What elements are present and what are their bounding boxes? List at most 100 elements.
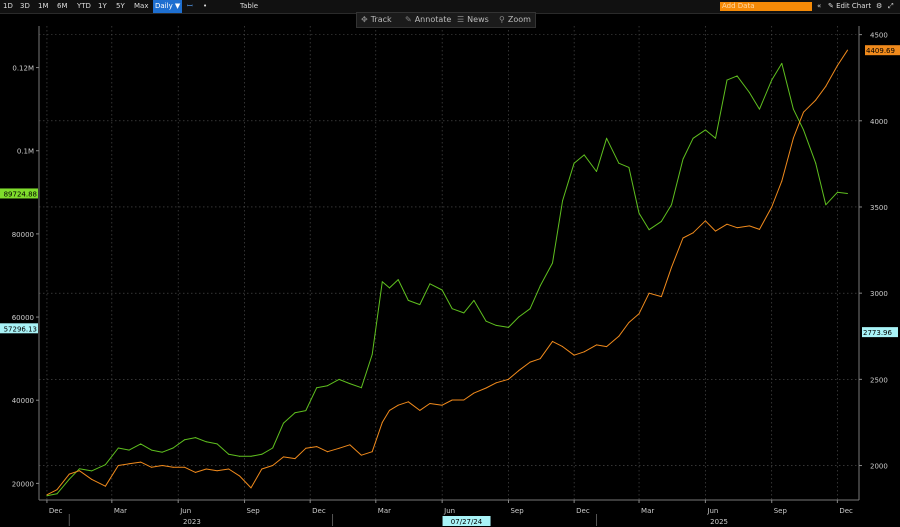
orange-series-point [429,402,431,404]
chart-style-icon[interactable]: ꟷ [187,2,193,10]
orange-series-point [194,471,196,473]
right-tick-label: 3000 [870,290,888,298]
table-button[interactable]: Table [240,2,259,10]
right-tick-label: 4000 [870,118,888,126]
left-crosshair-label-text: 57296.13 [4,325,37,333]
pencil-icon: ✎ [405,15,412,24]
zoom-button[interactable]: ⚲ Zoom [499,15,531,24]
green-series-point [68,478,70,480]
green-series-point [573,162,575,164]
orange-series-point [736,227,738,229]
track-button[interactable]: ✥ Track [361,15,392,24]
orange-series-point [836,65,838,67]
chart-axes: Dec Mar Jun Sep Dec Mar Jun Sep Dec Mar Jun Sep Dec 2… [0,26,900,526]
settings-icon[interactable]: ⚙ [876,2,883,10]
range-1y-button[interactable]: 1Y [98,2,107,10]
green-last-value-label: 89724.88 [0,188,38,199]
orange-series-point [551,340,553,342]
range-5y-button[interactable]: 5Y [116,2,125,10]
frequency-dropdown[interactable]: Daily ▼ [153,0,183,13]
green-series-point [451,308,453,310]
orange-series-point [815,99,817,101]
orange-series-point [562,346,564,348]
green-series-point [618,162,620,164]
green-series-point [648,229,650,231]
orange-series-point [294,458,296,460]
green-series-point [781,62,783,64]
orange-series-point [726,223,728,225]
range-1m-button[interactable]: 1M [38,2,49,10]
green-series-point [407,299,409,301]
expand-icon[interactable]: ⤢ [888,2,894,10]
green-series-point [825,204,827,206]
crosshair-date-bg [442,516,491,526]
green-series-point [316,387,318,389]
orange-series-point [172,466,174,468]
news-icon: ☰ [457,15,465,24]
green-series-point [714,137,716,139]
news-button[interactable]: ☰ News [457,15,489,24]
green-series-point [441,289,443,291]
green-series-point [282,422,284,424]
orange-series-point [825,85,827,87]
left-tick-label: 40000 [12,397,34,405]
orange-series-point [419,409,421,411]
x-tick-label: Sep [510,507,524,515]
orange-series-point [628,321,630,323]
orange-series-point [573,354,575,356]
x-tick-label: Dec [49,507,63,515]
green-series-point [670,204,672,206]
range-1d-button[interactable]: 1D [3,2,13,10]
left-tick-label: 0.1M [17,148,34,156]
green-series-point [381,281,383,283]
orange-series-point [606,346,608,348]
green-series-point [338,378,340,380]
edit-chart-button[interactable]: ✎ Edit Chart [828,2,872,10]
left-tick-label: 20000 [12,480,34,488]
green-series-point [682,158,684,160]
orange-series-point [46,494,48,496]
orange-series-point [792,137,794,139]
green-series-point [46,495,48,497]
green-series-point [128,449,130,451]
x-tick-label: Mar [114,507,127,515]
orange-series-point [660,296,662,298]
green-series-point [748,92,750,94]
chart-type-icon[interactable]: • [203,2,208,10]
green-series-point [419,304,421,306]
green-series-point [815,162,817,164]
add-data-input[interactable]: Add Data [720,2,812,11]
right-tick-label: 3500 [870,204,888,212]
chart-lines [46,49,848,497]
green-last-value-label-text: 89724.88 [4,190,37,198]
orange-series-point [338,447,340,449]
green-series-point [389,287,391,289]
range-6m-button[interactable]: 6M [57,2,68,10]
orange-series-point [216,470,218,472]
green-series-point [628,166,630,168]
orange-series-point [360,454,362,456]
green-series-point [172,447,174,449]
x-tick-label: Jun [443,507,455,515]
orange-series-point [595,344,597,346]
range-3d-button[interactable]: 3D [20,2,30,10]
orange-series-point [56,489,58,491]
annotate-button[interactable]: ✎ Annotate [405,15,452,24]
x-tick-label: Mar [378,507,391,515]
orange-series-point [407,401,409,403]
orange-series-point [238,475,240,477]
right-tick-label: 2500 [870,376,888,384]
orange-last-value-label: 4409.69 [865,45,900,56]
range-ytd-button[interactable]: YTD [77,2,91,10]
green-series-point [529,308,531,310]
green-series-point [495,324,497,326]
green-series-point [151,449,153,451]
green-series-point [250,455,252,457]
collapse-icon[interactable]: « [817,2,822,10]
orange-series-point [846,49,848,51]
green-last-value-label-bg [0,188,38,199]
green-series-point [104,464,106,466]
orange-series-point [802,111,804,113]
range-max-button[interactable]: Max [134,2,149,10]
